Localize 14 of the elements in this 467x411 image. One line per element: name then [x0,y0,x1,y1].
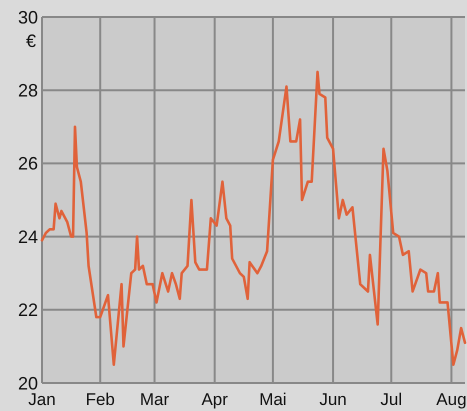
x-tick-label: Mar [140,390,170,409]
y-tick-label: 26 [18,154,38,174]
y-tick-label: 30 [18,7,38,28]
y-tick-label: 28 [18,80,38,100]
x-tick-label: Jun [319,390,347,409]
line-series [40,70,466,366]
x-tick-label: Jul [380,390,402,409]
x-tick-label: Aug [436,390,467,409]
x-tick-label: Apr [201,390,228,409]
y-tick-label: 24 [18,226,38,247]
y-tick-label: 22 [18,300,38,320]
x-tick-label: Feb [86,390,115,409]
x-tick-label: Mai [259,390,287,409]
y-axis-title: € [26,31,36,51]
